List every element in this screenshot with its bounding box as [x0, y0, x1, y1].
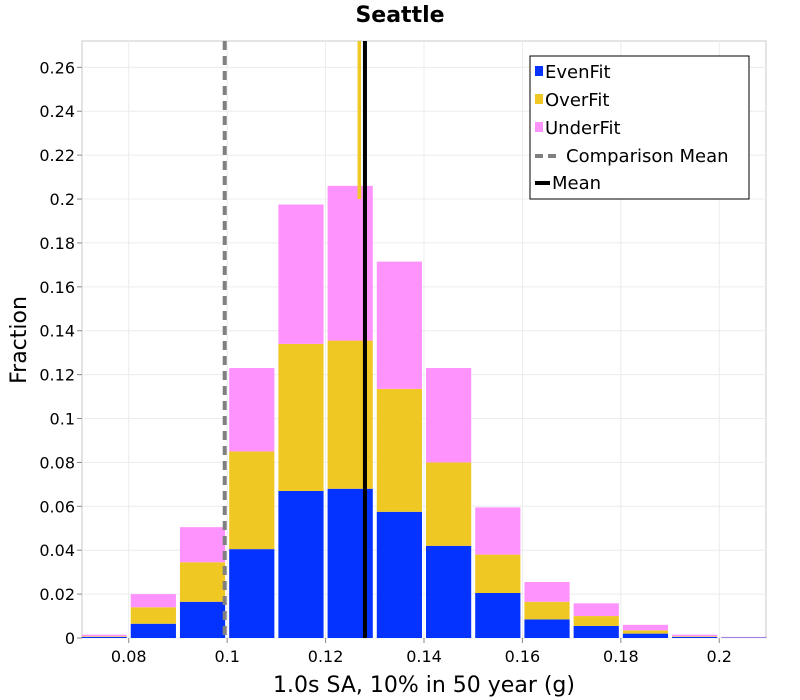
legend-swatch-evenfit	[535, 66, 543, 76]
bar-overfit-8	[475, 554, 521, 594]
bar-evenfit-8	[475, 593, 521, 638]
bar-underfit-12	[672, 634, 718, 637]
y-tick-label: 0.1	[50, 410, 75, 429]
legend-label-comparison-mean: Comparison Mean	[566, 146, 729, 167]
x-axis-ticks: 0.08 0.1 0.12 0.14 0.16 0.18 0.2	[111, 638, 732, 666]
x-tick-label: 0.18	[603, 647, 639, 666]
bar-underfit-8	[475, 507, 521, 555]
bar-overfit-3	[229, 451, 275, 550]
bar-evenfit-6	[376, 511, 422, 638]
x-tick-label: 0.16	[505, 647, 541, 666]
bar-overfit-1	[130, 607, 176, 624]
bar-underfit-11	[622, 624, 669, 631]
y-tick-label: 0.22	[39, 146, 75, 165]
bar-evenfit-11	[622, 633, 669, 638]
bar-overfit-spike	[357, 41, 362, 200]
y-tick-label: 0.04	[39, 541, 75, 560]
bars-group	[81, 41, 767, 638]
y-tick-label: 0.16	[39, 278, 75, 297]
bar-overfit-0	[81, 636, 127, 637]
bar-underfit-1	[130, 594, 176, 608]
y-tick-label: 0.14	[39, 322, 75, 341]
bar-underfit-7	[426, 368, 472, 463]
bar-overfit-7	[426, 462, 472, 546]
bar-evenfit-1	[130, 623, 176, 638]
x-tick-label: 0.1	[214, 647, 239, 666]
x-tick-label: 0.08	[111, 647, 147, 666]
y-tick-label: 0.24	[39, 102, 75, 121]
y-tick-label: 0.02	[39, 585, 75, 604]
y-tick-label: 0.2	[50, 190, 75, 209]
bar-underfit-6	[376, 261, 422, 389]
y-tick-label: 0.08	[39, 453, 75, 472]
bar-underfit-3	[229, 368, 275, 452]
bar-evenfit-3	[229, 549, 275, 638]
y-axis-ticks: 0 0.02 0.04 0.06 0.08 0.1 0.12 0.14 0.16 0.18 0.2 0…	[39, 58, 82, 648]
y-tick-label: 0.18	[39, 234, 75, 253]
legend-box	[529, 55, 750, 200]
bar-overfit-4	[278, 343, 324, 491]
legend-swatch-overfit	[535, 94, 543, 104]
y-tick-label: 0.06	[39, 497, 75, 516]
y-tick-label: 0	[65, 629, 75, 648]
legend-label-evenfit: EvenFit	[545, 62, 611, 83]
bar-overfit-9	[524, 601, 570, 620]
x-tick-label: 0.2	[707, 647, 732, 666]
bar-underfit-4	[278, 204, 324, 344]
bar-evenfit-10	[573, 625, 619, 638]
bar-overfit-2	[179, 562, 226, 602]
y-tick-label: 0.26	[39, 58, 75, 77]
chart-title: Seattle	[355, 3, 444, 28]
y-axis-label: Fraction	[7, 296, 32, 384]
legend-label-underfit: UnderFit	[545, 118, 621, 139]
bar-underfit-9	[524, 582, 570, 602]
legend: EvenFit OverFit UnderFit Comparison Mean…	[529, 55, 750, 200]
bar-evenfit-12	[672, 636, 718, 638]
x-tick-label: 0.14	[406, 647, 442, 666]
bar-evenfit-7	[426, 545, 472, 638]
y-tick-label: 0.12	[39, 366, 75, 385]
bar-overfit-6	[376, 388, 422, 512]
bar-evenfit-2	[179, 601, 226, 638]
legend-label-mean: Mean	[552, 173, 601, 194]
x-tick-label: 0.12	[308, 647, 344, 666]
bar-underfit-10	[573, 603, 619, 617]
bar-overfit-11	[622, 630, 669, 634]
bar-overfit-10	[573, 616, 619, 626]
legend-label-overfit: OverFit	[545, 90, 609, 111]
bar-overfit-12	[672, 636, 718, 637]
legend-swatch-underfit	[535, 122, 543, 132]
bar-underfit-2	[179, 527, 226, 563]
x-axis-label: 1.0s SA, 10% in 50 year (g)	[273, 673, 575, 698]
bar-underfit-0	[81, 634, 127, 637]
bar-evenfit-0	[81, 636, 127, 638]
bar-evenfit-4	[278, 490, 324, 638]
mean-lines	[222, 41, 367, 638]
bar-evenfit-9	[524, 619, 570, 638]
